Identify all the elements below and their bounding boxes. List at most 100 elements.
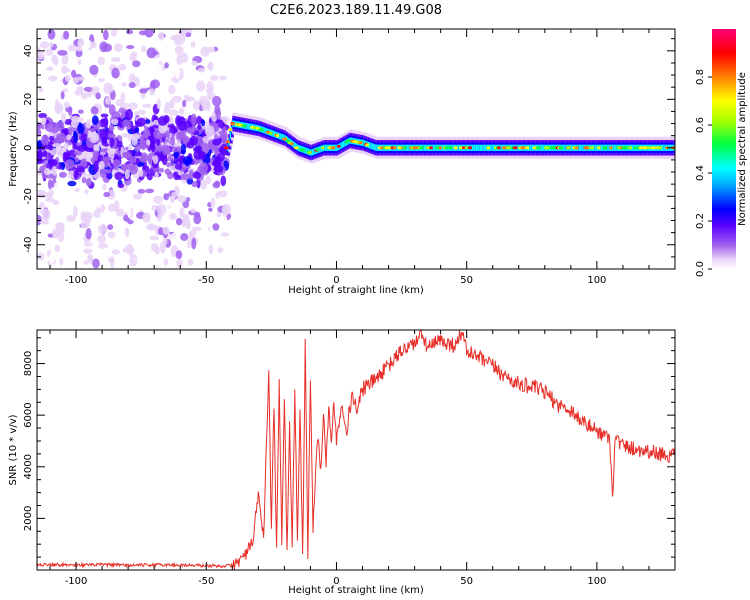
spectrogram-blob xyxy=(37,61,44,69)
spectrogram-blob xyxy=(180,32,187,43)
spectrogram-blob xyxy=(156,204,167,216)
spectrogram-blob xyxy=(174,163,183,170)
spectrogram-blob xyxy=(219,67,228,77)
spectrogram-blob xyxy=(201,100,208,111)
spectrogram-blob xyxy=(108,85,114,93)
snr-y-tick-label: 8000 xyxy=(23,351,34,376)
spectrogram-blob xyxy=(117,183,125,189)
spectrogram-blob xyxy=(57,132,67,143)
spectrogram-y-tick-label: 0 xyxy=(23,145,34,151)
spectrogram-blob xyxy=(151,204,158,212)
spectrogram-blob xyxy=(133,151,142,157)
spectrogram-blob xyxy=(51,143,62,148)
spectrogram-blob xyxy=(60,91,65,100)
spectrogram-peak xyxy=(496,146,502,150)
spectrogram-blob xyxy=(146,173,153,181)
spectrogram-blob xyxy=(77,59,82,66)
spectrogram-blob xyxy=(134,241,140,254)
spectrogram-blob xyxy=(175,68,180,79)
spectrogram-blob xyxy=(90,223,96,232)
spectrogram-blob xyxy=(145,188,155,194)
spectrogram-blob xyxy=(196,115,202,125)
colorbar-tick-label: 0.4 xyxy=(695,165,706,181)
spectrogram-blob xyxy=(43,144,53,150)
spectrogram-peak xyxy=(275,134,280,138)
spectrogram-blob xyxy=(97,234,106,244)
spectrogram-blob xyxy=(87,91,93,98)
spectrogram-blob xyxy=(97,224,108,234)
spectrogram-blob xyxy=(210,75,219,82)
spectrogram-blob xyxy=(199,178,208,190)
spectrogram-blob xyxy=(95,92,102,100)
spectrogram-blob xyxy=(73,205,78,218)
spectrogram-blob xyxy=(198,162,209,174)
spectrogram-blob xyxy=(183,94,190,99)
spectrogram-blob xyxy=(93,160,100,173)
spectrogram-blob xyxy=(164,43,173,55)
spectrogram-blob xyxy=(164,101,171,111)
spectrogram-blob xyxy=(126,249,134,256)
spectrogram-blob xyxy=(76,46,83,52)
spectrogram-blob xyxy=(204,125,215,138)
spectrogram-blob xyxy=(156,98,161,110)
snr-x-tick-label: -50 xyxy=(198,576,214,587)
spectrogram-blob xyxy=(180,233,189,241)
spectrogram-y-tick-label: 40 xyxy=(23,44,34,57)
spectrogram-blob xyxy=(102,169,112,174)
spectrogram-blob xyxy=(83,248,93,254)
spectrogram-blob xyxy=(206,81,214,94)
spectrogram-blob xyxy=(129,52,137,62)
spectrogram-blob xyxy=(162,226,170,235)
spectrogram-blob xyxy=(73,170,79,180)
colorbar-tick-label: 0.2 xyxy=(695,213,706,229)
spectrogram-heatmap xyxy=(37,29,675,269)
spectrogram-blob xyxy=(213,156,222,169)
spectrogram-blob xyxy=(191,60,199,66)
spectrogram-blob xyxy=(103,191,111,198)
spectrogram-blob xyxy=(137,188,146,194)
snr-y-tick-label: 4000 xyxy=(23,454,34,479)
spectrogram-blob xyxy=(163,258,169,266)
snr-x-tick-label: -100 xyxy=(65,576,88,587)
spectrogram-blob xyxy=(191,180,198,188)
spectrogram-x-tick-label: -100 xyxy=(65,275,88,286)
spectrogram-blob xyxy=(54,99,60,111)
spectrogram-blob xyxy=(80,199,88,204)
spectrogram-blob xyxy=(179,207,185,218)
spectrogram-blob xyxy=(102,43,113,53)
spectrogram-blob xyxy=(110,29,118,37)
spectrogram-blob xyxy=(170,194,175,204)
spectrogram-blob xyxy=(62,88,69,93)
spectrogram-blob xyxy=(122,151,131,159)
spectrogram-blob xyxy=(142,103,152,108)
spectrogram-blob xyxy=(39,41,50,49)
spectrogram-blob xyxy=(217,247,224,253)
spectrogram-peak xyxy=(290,142,295,146)
spectrogram-blob xyxy=(219,214,228,227)
spectrogram-blob xyxy=(48,253,55,264)
spectrogram-blob xyxy=(171,147,180,153)
spectrogram-blob xyxy=(146,224,153,231)
spectrogram-blob xyxy=(127,219,134,225)
spectrogram-y-tick-label: -20 xyxy=(23,188,34,204)
spectrogram-blob xyxy=(126,45,135,50)
spectrogram-blob xyxy=(177,121,187,131)
spectrogram-blob xyxy=(210,197,216,208)
spectrogram-blob xyxy=(168,109,179,116)
spectrogram-blob xyxy=(125,108,133,121)
spectrogram-blob xyxy=(107,189,116,200)
spectrogram-blob xyxy=(91,115,99,126)
spectrogram-blob xyxy=(38,112,48,119)
colorbar: 0.0 0.2 0.4 0.6 0.8 Normalized spectral ampl… xyxy=(695,29,748,277)
spectrogram-blob xyxy=(220,175,227,187)
spectrogram-blob xyxy=(44,197,55,203)
spectrogram-blob xyxy=(186,127,196,134)
spectrogram-blob xyxy=(96,203,102,208)
spectrogram-blob xyxy=(212,138,222,146)
spectrogram-blob xyxy=(77,109,84,114)
spectrogram-blob xyxy=(81,30,89,36)
spectrogram-blob xyxy=(136,117,146,127)
spectrogram-blob xyxy=(108,203,116,212)
spectrogram-blob xyxy=(161,155,168,166)
spectrogram-blob xyxy=(67,180,77,187)
